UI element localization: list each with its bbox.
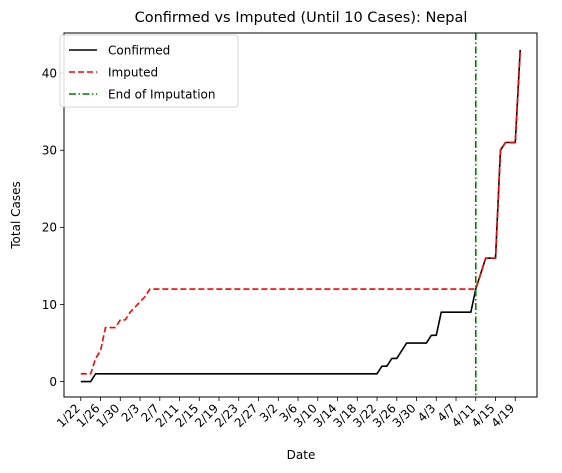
x-axis: 1/221/261/302/32/72/112/152/192/232/273/…	[54, 397, 517, 430]
legend-label-end-of-imputation: End of Imputation	[108, 88, 216, 102]
x-tick-label: 4/19	[488, 401, 517, 430]
y-tick-label: 40	[42, 66, 57, 80]
series-line-imputed	[80, 49, 522, 375]
legend-label-imputed: Imputed	[108, 66, 158, 80]
y-tick-label: 0	[49, 375, 57, 389]
x-tick-label: 4/3	[415, 401, 439, 425]
legend-box	[59, 34, 239, 108]
legend: Confirmed Imputed End of Imputation	[59, 34, 239, 108]
chart-title: Confirmed vs Imputed (Until 10 Cases): N…	[135, 10, 468, 26]
plot-frame	[63, 32, 538, 398]
x-tick-label: 3/2	[257, 401, 281, 425]
y-tick-label: 20	[42, 221, 57, 235]
x-tick-label: 2/3	[119, 401, 143, 425]
plot-area	[80, 33, 522, 397]
y-tick-label: 10	[42, 298, 57, 312]
y-axis-label: Total Cases	[9, 181, 23, 249]
y-axis: 0 10 20 30 40	[42, 66, 64, 389]
legend-label-confirmed: Confirmed	[108, 44, 170, 58]
x-axis-label: Date	[287, 448, 316, 462]
y-tick-label: 30	[42, 144, 57, 158]
